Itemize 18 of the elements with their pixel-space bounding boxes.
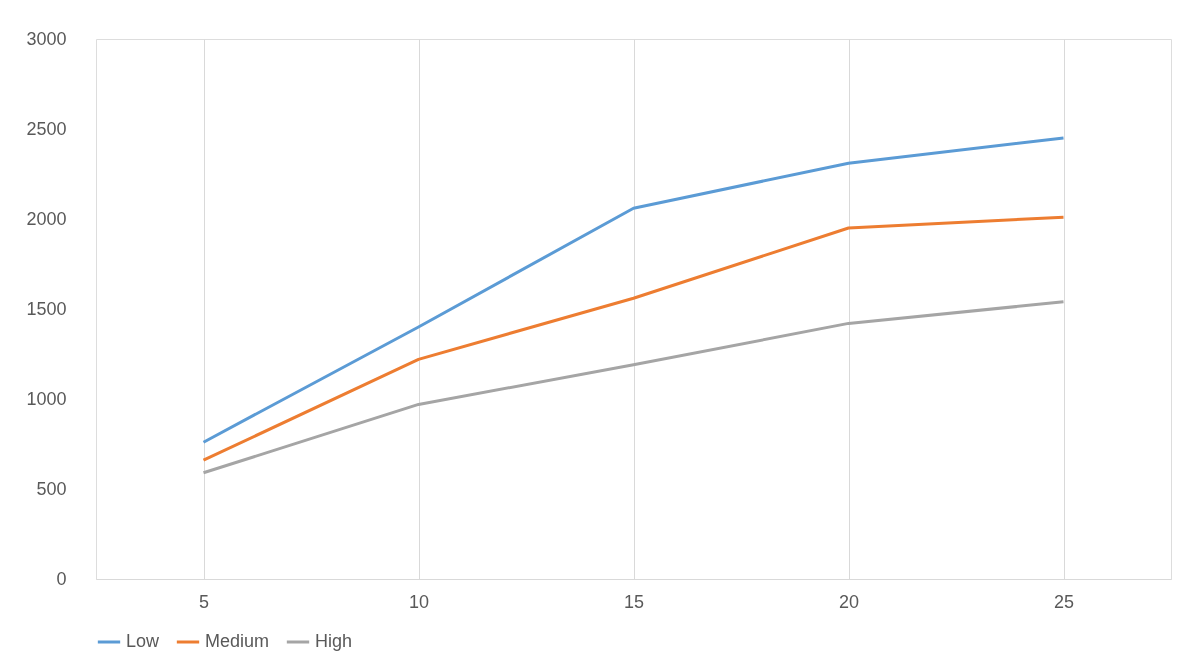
y-tick-label: 2500 (26, 118, 67, 139)
y-tick-label: 3000 (26, 28, 67, 49)
legend-label: Medium (205, 631, 270, 651)
x-tick-label: 20 (838, 591, 860, 612)
line-series (202, 300, 1065, 475)
line-series (202, 215, 1065, 462)
line-series (202, 136, 1065, 444)
y-tick-label: 1000 (26, 388, 67, 409)
y-tick-label: 2000 (26, 208, 67, 229)
y-tick-label: 1500 (26, 298, 67, 319)
legend-label: Low (126, 631, 161, 651)
x-tick-label: 15 (623, 591, 645, 612)
x-tick-label: 5 (198, 591, 210, 612)
legend-label: High (315, 631, 353, 651)
y-tick-label: 0 (56, 568, 67, 589)
x-tick-label: 10 (408, 591, 430, 612)
x-tick-label: 25 (1053, 591, 1075, 612)
y-tick-label: 500 (36, 478, 67, 499)
